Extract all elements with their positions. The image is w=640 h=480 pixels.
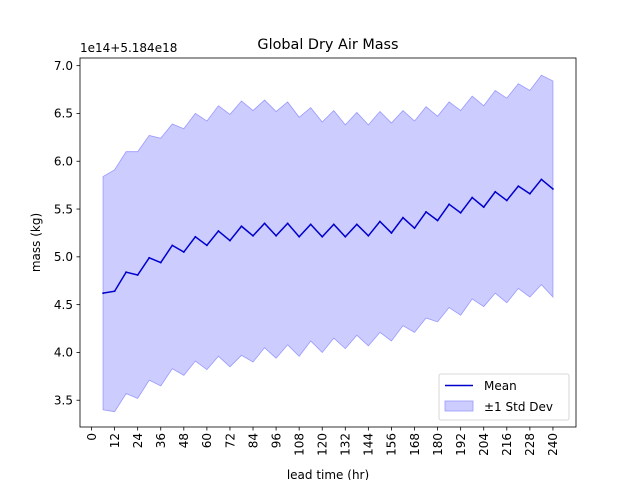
mean-point: [102, 292, 104, 295]
x-tick-label: 228: [523, 433, 537, 456]
mean-point: [252, 234, 254, 237]
mean-point: [390, 232, 393, 234]
x-tick-label: 144: [362, 433, 376, 456]
mean-point: [517, 185, 520, 188]
x-tick-label: 24: [131, 433, 145, 448]
mean-point: [332, 223, 335, 226]
x-tick-label: 180: [431, 433, 445, 456]
y-tick-label: 5.0: [54, 250, 73, 264]
x-tick-label: 240: [546, 433, 560, 456]
x-tick-label: 84: [246, 433, 260, 448]
mean-point: [194, 235, 197, 238]
y-tick-label: 4.0: [54, 346, 73, 360]
mean-point: [505, 199, 508, 202]
plot-area-frame: [79, 57, 577, 428]
x-tick-label: 36: [154, 433, 168, 448]
mean-point: [240, 225, 243, 228]
mean-point: [402, 216, 404, 219]
y-tick-label: 4.5: [54, 298, 73, 312]
mean-point: [355, 223, 358, 226]
x-tick-label: 96: [269, 433, 283, 448]
y-tick-label: 7.0: [54, 59, 73, 73]
mean-point: [471, 196, 474, 199]
mean-point: [263, 222, 266, 225]
legend-mean-label: Mean: [484, 379, 517, 393]
mean-point: [125, 271, 128, 274]
y-tick-label: 3.5: [54, 394, 73, 408]
mean-point: [148, 256, 151, 259]
y-tick-label: 6.0: [54, 155, 73, 169]
x-tick-label: 72: [223, 433, 237, 448]
std-dev-band-layer: [102, 74, 554, 413]
x-tick-label: 132: [339, 433, 353, 456]
x-tick-label: 120: [316, 433, 330, 456]
mean-point: [367, 234, 370, 237]
mean-point: [217, 230, 220, 232]
mean-point: [286, 222, 289, 225]
mean-point: [540, 178, 543, 181]
mean-point: [298, 235, 301, 238]
x-tick-label: 12: [108, 433, 122, 448]
mean-point: [309, 223, 312, 226]
mean-point: [229, 239, 231, 242]
mean-point: [205, 244, 208, 247]
std-dev-band: [102, 74, 554, 413]
x-tick-label: 216: [500, 433, 514, 456]
mean-line: [102, 178, 554, 294]
mean-point: [494, 190, 497, 193]
mean-point: [344, 235, 347, 238]
mean-point: [182, 251, 185, 253]
chart-title: Global Dry Air Mass: [257, 37, 398, 53]
mean-point: [275, 234, 277, 237]
legend-std-dev-label: ±1 Std Dev: [484, 400, 553, 414]
mean-series-layer: [102, 178, 554, 295]
mean-point: [136, 274, 139, 276]
mean-point: [425, 211, 427, 213]
x-tick-label: 48: [177, 433, 191, 448]
mean-point: [171, 244, 174, 247]
mean-point: [413, 227, 416, 230]
y-axis-ticks: 3.5 4.0 4.5 5.0 5.5 6.0 6.5 7.0: [54, 59, 80, 408]
mean-point: [321, 235, 324, 238]
y-tick-label: 5.5: [54, 202, 73, 216]
x-tick-label: 60: [200, 433, 214, 448]
mean-point: [159, 261, 162, 264]
x-tick-label: 156: [385, 433, 399, 456]
x-axis-label: lead time (hr): [287, 468, 369, 480]
y-axis-offset-text: 1e14+5.184e18: [80, 41, 177, 55]
x-tick-label: 0: [85, 433, 99, 441]
x-tick-label: 192: [454, 433, 468, 456]
mean-point: [459, 211, 462, 214]
x-tick-label: 108: [292, 433, 306, 456]
legend-std-dev-swatch: [444, 400, 474, 412]
x-tick-label: 204: [477, 433, 491, 456]
mean-point: [528, 192, 531, 195]
y-axis-label: mass (kg): [29, 213, 43, 272]
y-tick-label: 6.5: [54, 107, 73, 121]
mean-point: [552, 188, 554, 190]
legend: Mean ±1 Std Dev: [438, 373, 570, 421]
mean-point: [379, 220, 381, 223]
x-axis-ticks: 0 12 24 36 48 60 72 84 96 108 120 132 144 156 168 180 19…: [85, 427, 560, 456]
mean-point: [448, 203, 451, 206]
mean-point: [113, 290, 116, 293]
x-tick-label: 168: [408, 433, 422, 456]
mean-point: [436, 219, 439, 222]
mean-point: [482, 206, 485, 209]
